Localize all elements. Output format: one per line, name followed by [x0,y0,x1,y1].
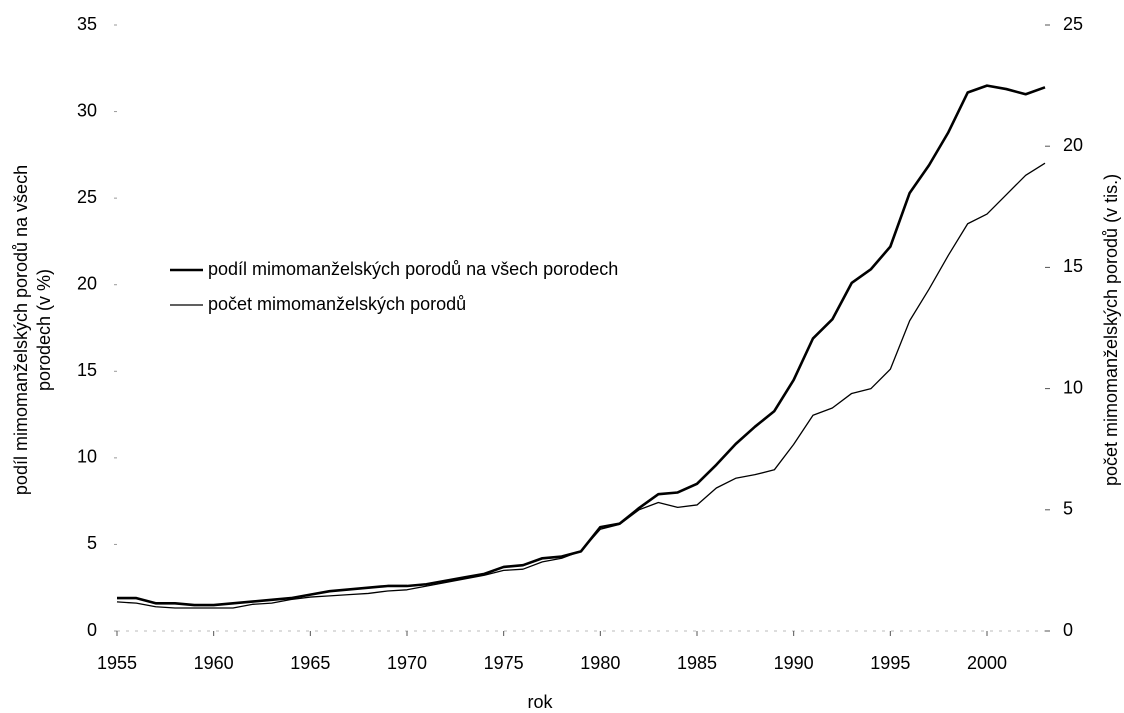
legend-label: podíl mimomanželských porodů na všech po… [208,259,618,279]
x-tick-label: 1965 [290,653,330,673]
y2-tick-label: 25 [1063,14,1083,34]
x-tick-label: 1980 [580,653,620,673]
y2-tick-label: 10 [1063,377,1083,397]
x-tick-label: 1955 [97,653,137,673]
y-tick-label: 30 [77,100,97,120]
x-tick-label: 1995 [870,653,910,673]
y2-tick-label: 20 [1063,135,1083,155]
y-tick-label: 25 [77,187,97,207]
y2-tick-label: 0 [1063,620,1073,640]
y-tick-label: 20 [77,273,97,293]
x-axis-label: rok [527,692,553,712]
x-tick-label: 1960 [194,653,234,673]
x-tick-label: 2000 [967,653,1007,673]
legend-label: počet mimomanželských porodů [208,294,466,314]
y-tick-label: 35 [77,14,97,34]
x-tick-label: 1985 [677,653,717,673]
y-axis-label: porodech (v %) [34,269,54,391]
y2-tick-label: 5 [1063,499,1073,519]
y-tick-label: 0 [87,620,97,640]
data-line [116,162,1046,609]
x-tick-label: 1975 [484,653,524,673]
x-tick-label: 1990 [774,653,814,673]
x-tick-label: 1970 [387,653,427,673]
y-tick-label: 5 [87,533,97,553]
data-line [117,84,1046,607]
y2-axis-label: počet mimomanželských porodů (v tis.) [1101,174,1121,486]
y-axis-label: podíl mimomanželských porodů na všech [11,165,31,495]
y-tick-label: 15 [77,360,97,380]
y2-tick-label: 15 [1063,256,1083,276]
y-tick-label: 10 [77,447,97,467]
